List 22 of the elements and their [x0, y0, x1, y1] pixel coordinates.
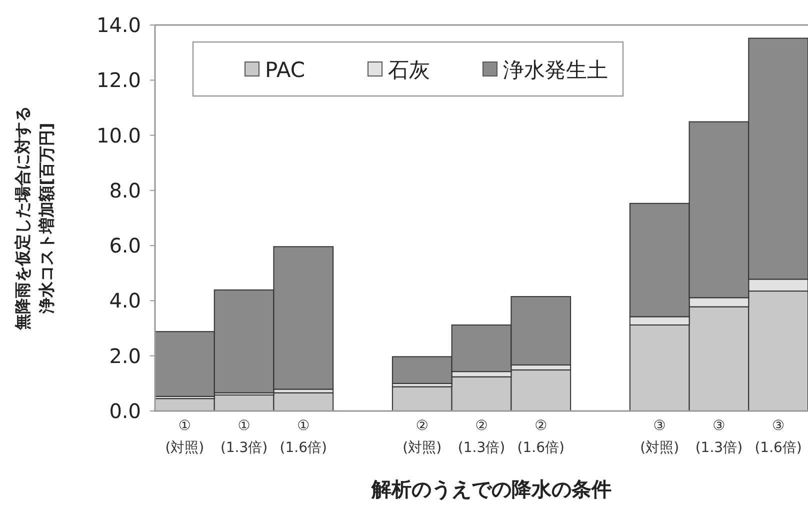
legend-label: 浄水発生土	[503, 58, 608, 82]
x-tick-label: ③ (1.3倍)	[695, 418, 743, 456]
x-tick-label: ① (1.6倍)	[280, 418, 328, 456]
x-tick-label: ② (対照)	[402, 418, 442, 456]
legend-label: PAC	[265, 58, 305, 82]
y-axis-title: 無降雨を仮定した場合に対する浄水コスト増加額[百万円]	[13, 106, 56, 331]
y-tick-label: 14.0	[96, 13, 141, 37]
y-tick-label: 2.0	[109, 344, 141, 368]
y-tick-label: 4.0	[109, 288, 141, 313]
y-tick-label: 6.0	[109, 234, 141, 258]
x-tick-label: ① (対照)	[165, 418, 204, 456]
y-tick-label: 8.0	[109, 178, 141, 202]
x-tick-label: ① (1.3倍)	[220, 418, 268, 456]
x-tick-label: ② (1.3倍)	[458, 418, 506, 456]
x-tick-label: ③ (対照)	[640, 418, 680, 456]
legend-label: 石灰	[388, 58, 430, 82]
y-tick-label: 12.0	[96, 68, 141, 92]
x-axis-title: 解析のうえでの降水の条件	[370, 477, 612, 501]
x-tick-label: ② (1.6倍)	[517, 418, 564, 456]
y-tick-label: 10.0	[96, 123, 141, 148]
y-tick-label: 0.0	[109, 399, 141, 423]
x-tick-label: ③ (1.6倍)	[754, 418, 802, 456]
